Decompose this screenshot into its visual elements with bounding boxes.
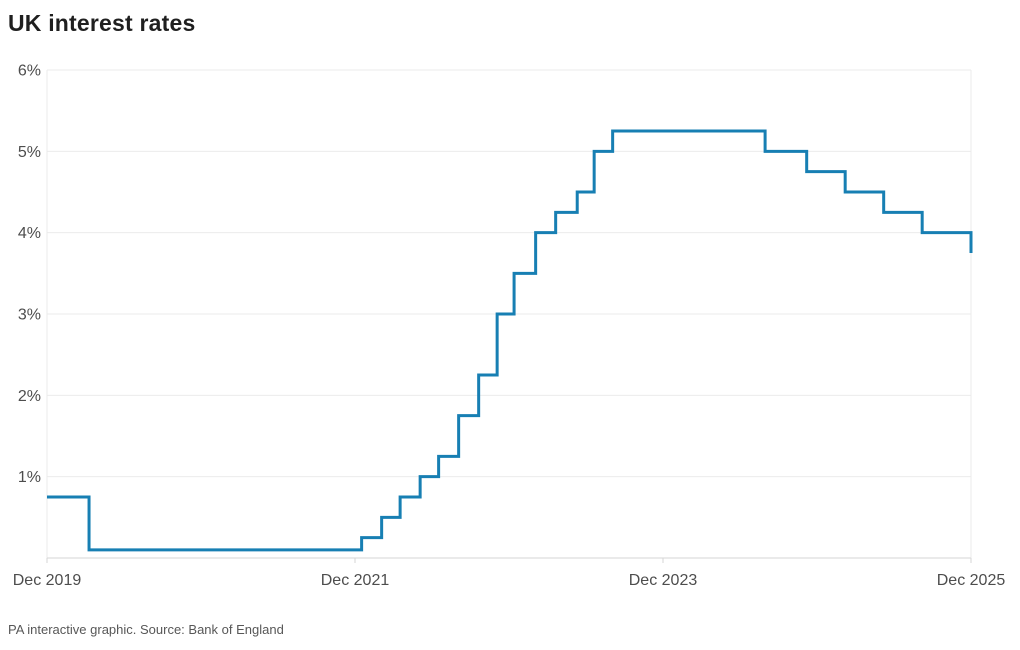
x-axis-label: Dec 2019 — [13, 572, 82, 589]
y-axis-label: 4% — [18, 225, 41, 242]
source-attribution: PA interactive graphic. Source: Bank of … — [8, 622, 284, 637]
rate-step-line — [47, 129, 973, 552]
x-axis-label: Dec 2023 — [629, 572, 698, 589]
x-axis-label: Dec 2025 — [937, 572, 1006, 589]
y-axis-label: 2% — [18, 388, 41, 405]
page-title: UK interest rates — [8, 10, 196, 36]
y-axis-label: 6% — [18, 63, 41, 80]
y-axis-label: 5% — [18, 144, 41, 161]
y-axis-label: 3% — [18, 307, 41, 324]
x-axis-label: Dec 2021 — [321, 572, 390, 589]
y-axis-label: 1% — [18, 469, 41, 486]
